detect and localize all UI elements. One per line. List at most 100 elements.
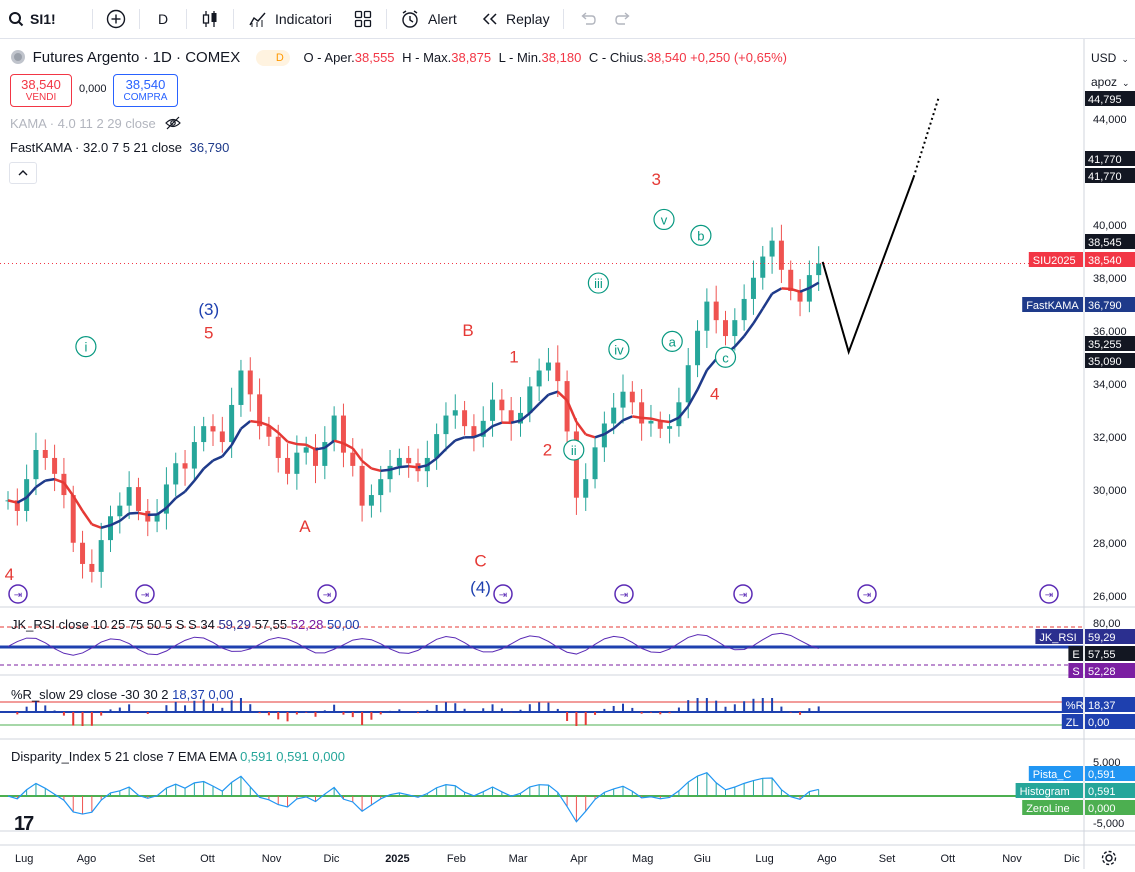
candle-body [369,495,374,506]
price-axis-tag-text: 44,795 [1088,94,1122,106]
fastkama-line-segment [250,421,259,422]
rsi-value-3: 52,28 [291,617,324,632]
candle-body [360,466,365,506]
fastkama-line-segment [642,418,651,419]
price-tag-name-text: SIU2025 [1033,255,1076,267]
currency-select[interactable]: USD⌄ [1086,47,1133,69]
rslow-bar [184,705,186,712]
candle-body [537,371,542,387]
chart-area[interactable]: 44,00042,00040,00038,00036,00034,00032,0… [0,39,1135,869]
candle-body [742,299,747,320]
candle-body [80,543,85,564]
wave-circle-label: v [661,212,668,227]
candle-body [630,392,635,403]
undo-button[interactable] [578,0,596,38]
low-label: L - Min. [499,50,542,65]
rslow-bar [752,699,754,712]
fastkama-line-segment [455,437,464,440]
rslow-bar [799,712,801,715]
rslow-bar [501,708,503,712]
compare-button[interactable] [106,0,126,38]
rslow-bar [63,712,65,716]
alert-button[interactable]: Alert [400,0,457,38]
rslow-bar [706,698,708,712]
indicators-button[interactable]: Indicatori [248,0,332,38]
layouts-button[interactable] [354,0,372,38]
rslow-bar [687,700,689,712]
wave-label: A [299,517,311,536]
buy-button[interactable]: 38,540 COMPRA [113,74,178,107]
fastkama-line-segment [698,370,707,389]
fastkama-line-segment [586,434,595,437]
fastkama-line-segment [371,468,380,470]
redo-button[interactable] [615,0,633,38]
rslow-bar [771,698,773,712]
rslow-bar [352,712,354,717]
rsi-value-1: 59,29 [218,617,251,632]
replay-button[interactable]: Replay [481,0,550,38]
rslow-bar [249,704,251,712]
rslow-bar [697,698,699,712]
open-label: O - Aper. [303,50,354,65]
rslow-bar [193,701,195,712]
event-marker-icon: ⇥ [620,590,628,601]
rsi-value-4: 50,00 [327,617,360,632]
disparity-title: Disparity_Index 5 21 close 7 EMA EMA [11,749,236,764]
projection-dotted [914,98,939,178]
price-axis-tag-text: 36,790 [1088,300,1122,312]
rsi-tag-name-text: JK_RSI [1039,632,1076,644]
rslow-bar [445,702,447,712]
wave-label: 1 [509,348,518,367]
rslow-bar [734,704,736,712]
rslow-bar [398,709,400,712]
fastkama-line-segment [548,392,557,395]
y-tick-label: 26,000 [1093,591,1127,603]
wave-circle-label: b [697,228,704,243]
rslow-bar [520,710,522,712]
symbol-search[interactable]: SI1! [8,0,56,38]
wave-label: 2 [543,440,552,459]
interval-button[interactable]: D [158,0,168,38]
sell-button[interactable]: 38,540 VENDI [10,74,72,107]
rslow-bar [622,704,624,712]
rslow-title: %R_slow 29 close -30 30 2 [11,687,169,702]
rslow-bar [482,708,484,712]
x-tick-label: Set [138,853,155,865]
fastkama-line-segment [176,492,185,499]
rslow-bar [119,708,121,712]
low-value: 38,180 [542,50,582,65]
collapse-legend-button[interactable] [9,162,37,184]
wave-label: 5 [204,324,213,343]
candle-body [779,241,784,270]
fastkama-line-segment [45,479,54,480]
candle-body [695,331,700,365]
candle-body [285,458,290,474]
fastkama-line-segment [763,294,772,309]
eye-hidden-icon[interactable] [165,116,181,130]
wave-label: 4 [710,385,719,404]
search-icon [8,11,24,27]
chart-canvas[interactable]: 44,00042,00040,00038,00036,00034,00032,0… [0,39,1135,869]
y-tick-label: 32,000 [1093,432,1127,444]
rslow-bar [641,712,643,714]
candle-body [127,487,132,506]
rslow-bar [221,708,223,712]
spread-value: 0,000 [79,83,107,95]
event-marker-icon: ⇥ [863,590,871,601]
candle-body [527,386,532,413]
scale-mode-select[interactable]: apoz⌄ [1086,71,1133,93]
chevron-up-icon [10,163,36,183]
rslow-axis-tag-text: 0,00 [1088,717,1109,729]
rslow-bar [818,706,820,712]
fastkama-line-segment [493,423,502,426]
gear-icon [1100,849,1118,867]
candle-body [732,320,737,336]
rslow-bar [72,712,74,726]
fastkama-line-segment [185,481,194,492]
chart-type-button[interactable] [201,0,219,38]
candle-body [471,426,476,437]
replay-label: Replay [506,11,550,27]
x-tick-label: Nov [262,853,282,865]
candle-body [43,450,48,458]
change-value: +0,250 (+0,65%) [690,50,787,65]
